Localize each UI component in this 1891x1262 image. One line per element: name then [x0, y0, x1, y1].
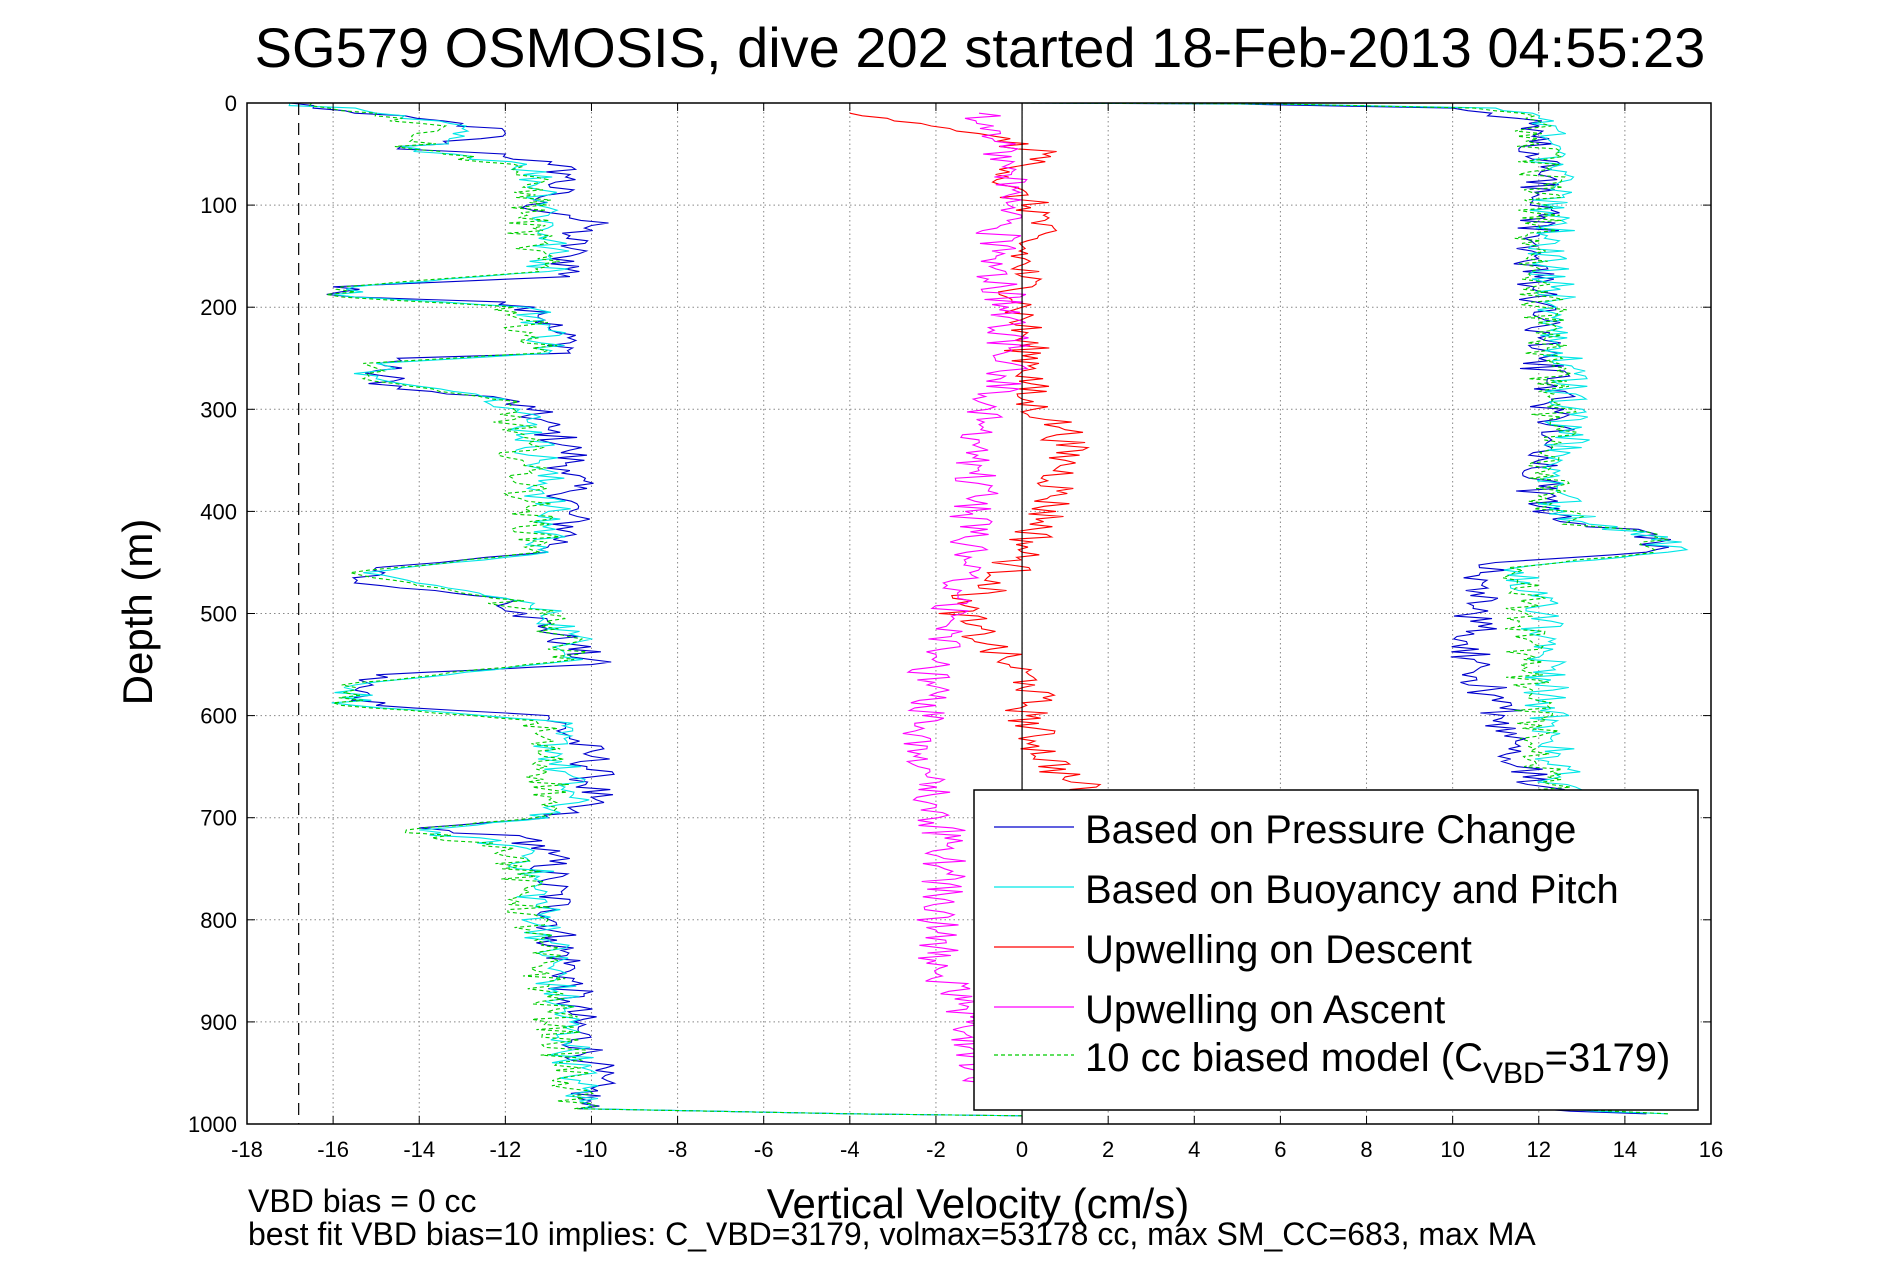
x-axis-label: Vertical Velocity (cm/s) — [767, 1180, 1189, 1227]
y-tick-label: 200 — [200, 295, 237, 320]
y-tick-label: 400 — [200, 499, 237, 524]
y-tick-label: 700 — [200, 806, 237, 831]
x-tick-label: 4 — [1188, 1137, 1200, 1162]
x-tick-label: 16 — [1699, 1137, 1723, 1162]
x-axis-ticks: -18 -16 -14 -12 -10 -8 -6 -4 -2 0 2 4 6 8 10 12 14 16 — [231, 103, 1723, 1162]
x-tick-label: -16 — [317, 1137, 349, 1162]
x-tick-label: 0 — [1016, 1137, 1028, 1162]
y-tick-label: 300 — [200, 397, 237, 422]
x-tick-label: 6 — [1274, 1137, 1286, 1162]
chart-title: SG579 OSMOSIS, dive 202 started 18-Feb-2… — [255, 16, 1706, 79]
grid — [246, 102, 1712, 1125]
y-tick-label: 800 — [200, 908, 237, 933]
x-tick-label: -18 — [231, 1137, 263, 1162]
legend-label: Based on Buoyancy and Pitch — [1085, 868, 1619, 912]
x-tick-label: 2 — [1102, 1137, 1114, 1162]
x-tick-label: -8 — [668, 1137, 688, 1162]
legend-box — [973, 789, 1699, 1111]
x-tick-label: -2 — [926, 1137, 946, 1162]
series-line-4-descent — [308, 102, 1023, 1117]
y-tick-label: 1000 — [188, 1112, 237, 1137]
footer-best-fit: best fit VBD bias=10 implies: C_VBD=3179… — [248, 1216, 1536, 1252]
series-line-2-descent — [849, 112, 1102, 798]
y-tick-label: 0 — [225, 91, 237, 116]
y-tick-label: 900 — [200, 1010, 237, 1035]
x-tick-label: -10 — [576, 1137, 608, 1162]
y-tick-label: 600 — [200, 704, 237, 729]
y-axis-label: Depth (m) — [114, 519, 161, 706]
x-tick-label: -12 — [489, 1137, 521, 1162]
legend-label: 10 cc biased model (CVBD=3179) — [1085, 1036, 1670, 1090]
footer-vbd-bias: VBD bias = 0 cc — [248, 1183, 477, 1219]
legend-label: Upwelling on Descent — [1085, 928, 1472, 972]
x-tick-label: -14 — [403, 1137, 435, 1162]
series-line-1-descent — [288, 102, 1023, 1117]
series-line-0-descent — [290, 102, 1023, 1117]
legend-items: Based on Pressure Change Based on Buoyanc… — [994, 808, 1670, 1090]
legend-label: Based on Pressure Change — [1085, 808, 1576, 852]
x-tick-label: -4 — [840, 1137, 860, 1162]
legend: Based on Pressure Change Based on Buoyanc… — [973, 789, 1699, 1111]
legend-label: Upwelling on Ascent — [1085, 988, 1445, 1032]
x-tick-label: 10 — [1440, 1137, 1464, 1162]
y-tick-label: 500 — [200, 602, 237, 627]
series-line-3-ascent — [902, 112, 1031, 1104]
y-axis-ticks: 0 100 200 300 400 500 600 700 800 900 1000 — [188, 91, 1711, 1137]
x-tick-label: 12 — [1527, 1137, 1551, 1162]
x-tick-label: 14 — [1613, 1137, 1637, 1162]
y-tick-label: 100 — [200, 193, 237, 218]
x-tick-label: -6 — [754, 1137, 774, 1162]
x-tick-label: 8 — [1360, 1137, 1372, 1162]
